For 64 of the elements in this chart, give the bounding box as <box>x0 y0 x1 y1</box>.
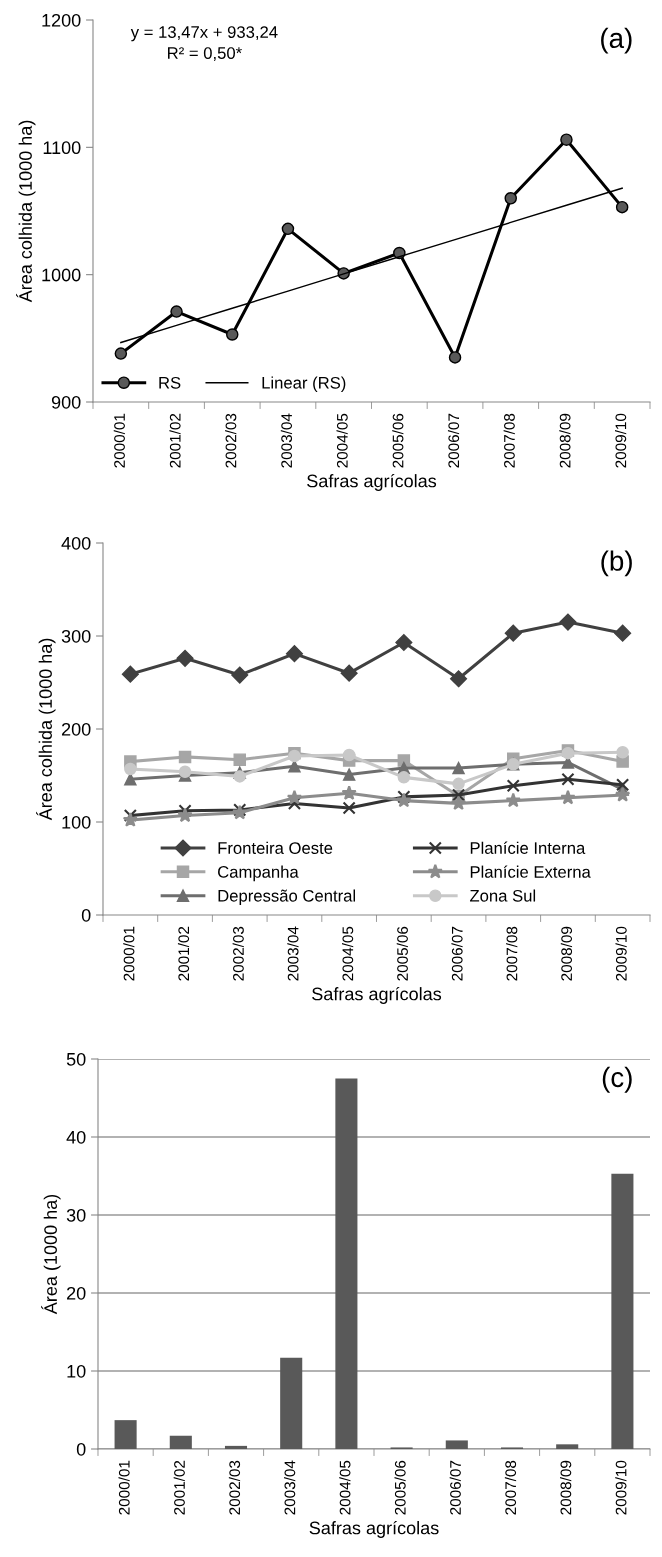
y-tick-label: 900 <box>51 395 81 409</box>
legend-label: Fronteira Oeste <box>218 841 333 854</box>
y-tick-label: 40 <box>66 1130 86 1144</box>
y-axis-title: Área colhida (1000 ha) <box>16 120 36 303</box>
x-tick-label: 2007/08 <box>506 926 518 981</box>
x-tick-label: 2005/06 <box>392 413 404 468</box>
x-tick-label: 2004/05 <box>336 413 348 468</box>
legend-label: Linear (RS) <box>262 376 346 392</box>
x-tick-label: 2009/10 <box>615 413 627 468</box>
x-tick-label: 2008/09 <box>560 1460 572 1515</box>
x-tick-label: 2004/05 <box>342 926 354 981</box>
y-tick-label: 100 <box>62 815 91 829</box>
x-tick-label: 2008/09 <box>560 926 573 981</box>
y-axis-title: Área (1000 ha) <box>41 1194 61 1315</box>
x-tick-label: 2002/03 <box>232 926 244 981</box>
x-tick-label: 2007/08 <box>504 1460 517 1515</box>
y-axis-title: Área colhida (1000 ha) <box>36 638 56 821</box>
x-tick-label: 2003/04 <box>280 413 293 468</box>
y-tick-label: 400 <box>61 536 91 550</box>
x-axis-title: Safras agrícolas <box>309 1520 439 1538</box>
legend-label: Zona Sul <box>469 889 536 902</box>
x-tick-label: 2006/07 <box>449 1460 461 1515</box>
y-tick-label: 0 <box>76 1442 86 1456</box>
x-tick-label: 2005/06 <box>394 1460 406 1515</box>
y-tick-label: 50 <box>66 1052 86 1066</box>
legend-label: RS <box>159 376 181 389</box>
x-tick-label: 2005/06 <box>396 926 408 981</box>
x-tick-label: 2001/02 <box>173 1460 185 1515</box>
x-tick-label: 2002/03 <box>225 413 237 468</box>
legend-label: Campanha <box>218 865 299 882</box>
y-tick-label: 1100 <box>43 141 81 155</box>
x-tick-label: 2009/10 <box>615 1460 627 1515</box>
annotation: y = 13,47x + 933,24 <box>130 26 278 42</box>
x-tick-label: 2006/07 <box>451 926 463 981</box>
y-tick-label: 0 <box>81 908 91 922</box>
x-tick-label: 2008/09 <box>559 413 571 468</box>
x-tick-label: 2000/01 <box>113 413 125 468</box>
y-tick-label: 1000 <box>42 268 81 282</box>
x-tick-label: 2003/04 <box>287 926 299 981</box>
y-tick-label: 10 <box>67 1364 86 1378</box>
x-tick-label: 2002/03 <box>228 1460 241 1515</box>
y-tick-label: 30 <box>66 1208 86 1222</box>
legend-label: Depressão Central <box>218 889 356 905</box>
y-tick-label: 1200 <box>42 13 81 27</box>
x-tick-label: 2004/05 <box>339 1460 351 1515</box>
annotation: (b) <box>601 550 632 577</box>
x-tick-label: 2001/02 <box>169 413 181 468</box>
legend-label: Planície Externa <box>470 865 591 878</box>
x-tick-label: 2000/01 <box>123 926 135 981</box>
annotation: R² = 0,50* <box>168 47 242 61</box>
x-tick-label: 2007/08 <box>503 413 515 468</box>
y-tick-label: 300 <box>61 629 91 643</box>
legend-label: Planície Interna <box>470 841 586 854</box>
x-tick-label: 2000/01 <box>118 1460 130 1515</box>
x-tick-label: 2001/02 <box>177 926 190 981</box>
x-axis-title: Safras agrícolas <box>312 986 442 1004</box>
annotation: (a) <box>601 27 632 54</box>
annotation: (c) <box>602 1066 632 1093</box>
x-axis-title: Safras agrícolas <box>307 473 437 491</box>
y-tick-label: 20 <box>67 1286 86 1300</box>
x-tick-label: 2006/07 <box>447 413 460 468</box>
x-tick-label: 2009/10 <box>615 926 627 981</box>
y-tick-label: 200 <box>61 722 91 736</box>
x-tick-label: 2003/04 <box>284 1460 296 1515</box>
